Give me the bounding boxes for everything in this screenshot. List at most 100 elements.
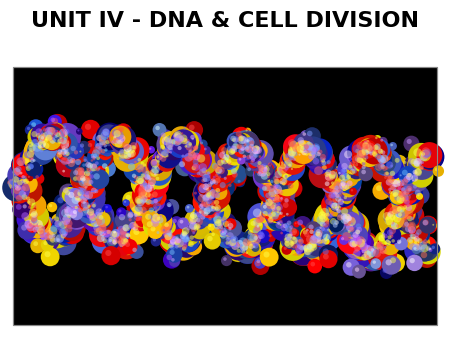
Circle shape [80, 186, 86, 192]
Circle shape [356, 230, 360, 234]
Circle shape [297, 245, 301, 248]
Circle shape [387, 156, 391, 160]
Circle shape [210, 200, 216, 205]
Circle shape [220, 226, 223, 229]
Circle shape [97, 168, 100, 170]
Circle shape [414, 237, 439, 261]
Circle shape [315, 230, 323, 237]
Circle shape [414, 235, 430, 251]
Circle shape [415, 239, 441, 264]
Circle shape [55, 132, 78, 155]
Circle shape [202, 198, 211, 207]
Circle shape [299, 242, 324, 267]
Circle shape [292, 229, 299, 237]
Circle shape [157, 217, 161, 220]
Circle shape [198, 201, 210, 213]
Circle shape [83, 202, 90, 209]
Circle shape [31, 158, 33, 161]
Circle shape [119, 147, 143, 171]
Circle shape [275, 162, 298, 185]
Circle shape [151, 159, 157, 165]
Circle shape [376, 153, 392, 170]
Circle shape [225, 234, 247, 257]
Circle shape [301, 228, 318, 245]
Circle shape [266, 232, 276, 242]
Circle shape [237, 249, 241, 253]
Circle shape [251, 231, 266, 246]
Circle shape [176, 238, 181, 243]
Circle shape [190, 137, 198, 144]
Circle shape [113, 144, 141, 172]
Circle shape [136, 168, 145, 177]
Circle shape [358, 153, 364, 159]
Circle shape [190, 143, 205, 158]
Circle shape [226, 182, 237, 192]
Circle shape [418, 194, 420, 196]
Circle shape [47, 234, 63, 251]
Circle shape [268, 189, 277, 197]
Circle shape [361, 243, 389, 271]
Circle shape [182, 146, 210, 174]
Circle shape [168, 204, 171, 207]
Circle shape [410, 154, 431, 175]
Circle shape [168, 127, 193, 151]
Circle shape [89, 213, 96, 219]
Circle shape [254, 257, 266, 269]
Circle shape [41, 238, 54, 251]
Circle shape [244, 240, 255, 251]
Circle shape [409, 243, 417, 251]
Circle shape [167, 135, 186, 153]
Circle shape [108, 237, 117, 245]
Circle shape [255, 159, 267, 171]
Circle shape [100, 131, 109, 140]
Circle shape [94, 133, 118, 157]
Circle shape [103, 230, 110, 237]
Circle shape [79, 188, 86, 195]
Circle shape [168, 242, 174, 248]
Circle shape [223, 155, 239, 171]
Circle shape [25, 198, 36, 209]
Circle shape [233, 136, 239, 143]
Circle shape [258, 165, 265, 172]
Circle shape [54, 133, 57, 136]
Circle shape [79, 198, 100, 219]
Circle shape [180, 152, 189, 163]
Circle shape [30, 158, 35, 163]
Circle shape [223, 257, 227, 261]
Circle shape [244, 152, 257, 166]
Circle shape [305, 142, 314, 150]
Circle shape [173, 235, 189, 250]
Circle shape [318, 225, 325, 233]
Circle shape [329, 195, 344, 210]
Circle shape [269, 209, 283, 223]
Circle shape [191, 162, 203, 174]
Circle shape [89, 152, 98, 161]
Circle shape [305, 244, 310, 250]
Circle shape [392, 209, 397, 214]
Circle shape [76, 173, 83, 180]
Circle shape [297, 220, 303, 225]
Text: UNIT IV - DNA & CELL DIVISION: UNIT IV - DNA & CELL DIVISION [31, 11, 419, 31]
Circle shape [284, 146, 305, 168]
Circle shape [407, 222, 416, 231]
Circle shape [103, 230, 110, 237]
Circle shape [171, 237, 176, 242]
Circle shape [22, 183, 30, 191]
Circle shape [275, 203, 283, 211]
Circle shape [225, 218, 237, 230]
Circle shape [35, 221, 54, 241]
Circle shape [394, 208, 404, 217]
Circle shape [303, 240, 321, 259]
Circle shape [394, 214, 421, 241]
Circle shape [249, 156, 261, 168]
Circle shape [349, 161, 355, 167]
Circle shape [182, 246, 186, 251]
Circle shape [116, 146, 131, 161]
Circle shape [316, 150, 335, 169]
Circle shape [192, 163, 200, 171]
Circle shape [404, 186, 411, 193]
Circle shape [266, 213, 278, 224]
Circle shape [349, 166, 364, 181]
Circle shape [24, 220, 33, 229]
Circle shape [153, 160, 160, 167]
